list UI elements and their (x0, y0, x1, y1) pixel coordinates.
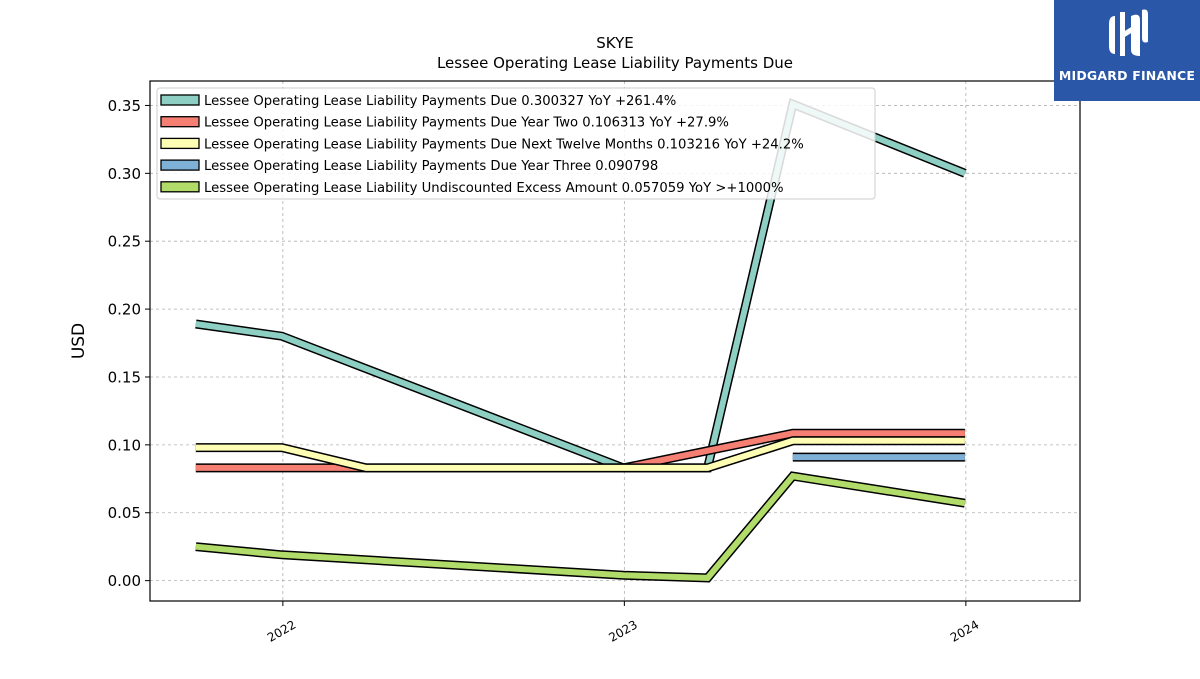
legend-label: Lessee Operating Lease Liability Payment… (204, 116, 729, 131)
y-tick-label: 0.25 (108, 233, 141, 251)
series-line (195, 437, 965, 471)
y-tick-label: 0.15 (108, 368, 141, 386)
legend-entry[interactable]: Lessee Operating Lease Liability Payment… (160, 116, 729, 131)
legend-entry[interactable]: Lessee Operating Lease Liability Payment… (160, 94, 676, 109)
plot-frame (149, 80, 1081, 602)
legend-label: Lessee Operating Lease Liability Undisco… (204, 181, 784, 196)
series-5 (195, 471, 966, 583)
midgard-finance-logo: MIDGARD FINANCE (1054, 0, 1200, 101)
legend-swatch (160, 94, 200, 106)
y-tick-label: 0.00 (108, 572, 141, 590)
y-tick-label: 0.35 (108, 97, 141, 115)
series-outline (195, 471, 966, 583)
legend-entry[interactable]: Lessee Operating Lease Liability Payment… (160, 137, 804, 152)
y-tick-label: 0.30 (108, 165, 141, 183)
legend-swatch (160, 159, 200, 171)
legend-swatch (160, 116, 200, 128)
legend-swatch (160, 137, 200, 150)
x-tick-label: 2024 (948, 617, 981, 644)
y-tick-label: 0.05 (108, 504, 141, 522)
legend-swatch (160, 181, 200, 193)
logo-text: MIDGARD FINANCE (1058, 68, 1196, 83)
legend-box (156, 87, 876, 200)
y-tick-label: 0.20 (108, 301, 141, 319)
legend-label: Lessee Operating Lease Liability Payment… (204, 137, 804, 152)
series-3 (195, 436, 965, 473)
x-axis: 2022 2023 2024 (265, 601, 981, 645)
y-axis-label: USD (69, 323, 89, 359)
y-tick-label: 0.10 (108, 436, 141, 454)
legend-entry[interactable]: Lessee Operating Lease Liability Undisco… (160, 181, 784, 196)
series-line (195, 472, 966, 581)
chart-title: SKYE (596, 34, 633, 52)
logo-mark-icon (1109, 9, 1148, 56)
legend-entry[interactable]: Lessee Operating Lease Liability Payment… (160, 159, 658, 174)
legend-label: Lessee Operating Lease Liability Payment… (204, 94, 676, 109)
x-tick-label: 2022 (265, 617, 298, 644)
y-axis: 0.00 0.05 0.10 0.15 0.20 0.25 0.30 0.35 (108, 97, 150, 590)
x-tick-label: 2023 (606, 617, 639, 644)
legend[interactable]: Lessee Operating Lease Liability Payment… (156, 87, 876, 200)
chart-subtitle: Lessee Operating Lease Liability Payment… (437, 54, 793, 72)
legend-label: Lessee Operating Lease Liability Payment… (204, 159, 658, 174)
